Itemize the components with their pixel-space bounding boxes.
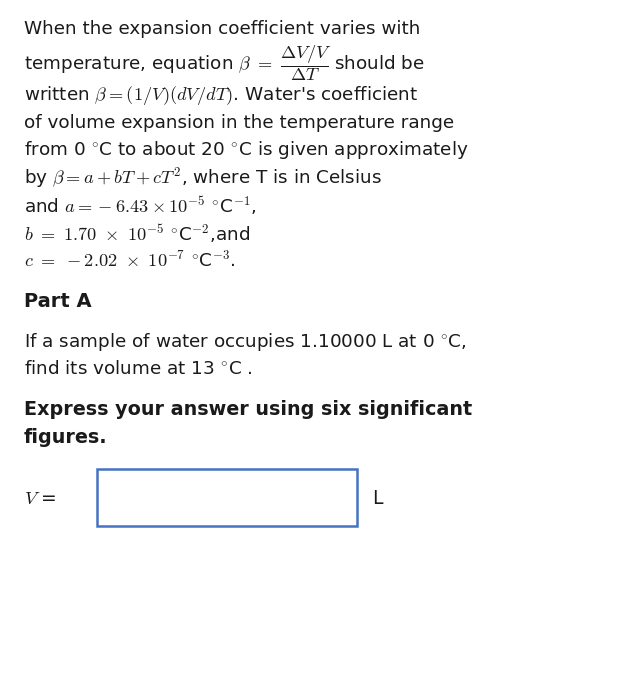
Text: by $\beta = a + bT + cT^2$, where T is in Celsius: by $\beta = a + bT + cT^2$, where T is i…: [24, 166, 382, 190]
Text: $c \ = \ -2.02 \ \times \ 10^{-7}$ $^{\circ}$C$^{-3}$.: $c \ = \ -2.02 \ \times \ 10^{-7}$ $^{\c…: [24, 250, 235, 271]
Text: $V$ =: $V$ =: [24, 489, 56, 508]
Text: from 0 $^{\circ}$C to about 20 $^{\circ}$C is given approximately: from 0 $^{\circ}$C to about 20 $^{\circ}…: [24, 139, 468, 161]
Text: Express your answer using six significant: Express your answer using six significan…: [24, 400, 472, 420]
Text: figures.: figures.: [24, 428, 108, 447]
Text: Part A: Part A: [24, 292, 91, 311]
Text: written $\beta = (1/V)(dV/dT)$. Water's coefficient: written $\beta = (1/V)(dV/dT)$. Water's …: [24, 83, 418, 107]
Text: $b \ = \ 1.70 \ \times \ 10^{-5}$ $^{\circ}$C$^{-2}$,and: $b \ = \ 1.70 \ \times \ 10^{-5}$ $^{\ci…: [24, 222, 250, 244]
Text: temperature, equation $\beta \ = \ \dfrac{\Delta V/V}{\Delta T}$ should be: temperature, equation $\beta \ = \ \dfra…: [24, 43, 424, 83]
Text: When the expansion coefficient varies with: When the expansion coefficient varies wi…: [24, 20, 420, 38]
Text: find its volume at 13 $^{\circ}$C .: find its volume at 13 $^{\circ}$C .: [24, 360, 253, 378]
FancyBboxPatch shape: [97, 469, 357, 526]
Text: If a sample of water occupies 1.10000 L at 0 $^{\circ}$C,: If a sample of water occupies 1.10000 L …: [24, 331, 466, 353]
Text: L: L: [372, 489, 383, 508]
Text: of volume expansion in the temperature range: of volume expansion in the temperature r…: [24, 114, 454, 132]
Text: and $a = -6.43 \times 10^{-5}$ $^{\circ}$C$^{-1}$,: and $a = -6.43 \times 10^{-5}$ $^{\circ}…: [24, 195, 257, 217]
